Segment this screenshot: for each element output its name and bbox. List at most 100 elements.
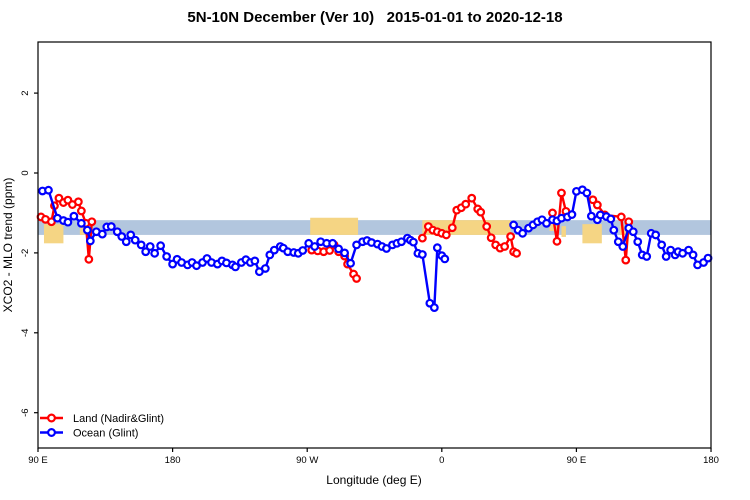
data-point-ocean [117,232,127,241]
map-band-land-india [549,220,557,231]
x-tick-label: 90 E [567,455,587,466]
data-point-ocean [661,252,671,261]
legend-label-land: Land (Nadir&Glint) [73,413,164,425]
data-point-ocean [269,245,279,255]
x-tick-label: 180 [703,455,719,466]
data-point-ocean [417,250,427,259]
data-point-land [500,242,510,251]
legend: Land (Nadir&Glint) Ocean (Glint) [40,413,164,440]
legend-label-ocean: Ocean (Glint) [73,428,138,440]
data-point-land [461,199,471,209]
x-tick-label: 90 E [28,455,48,466]
y-axis-label: XCO2 - MLO trend (ppm) [1,178,15,313]
data-point-land [592,200,602,210]
data-point-ocean [156,241,166,251]
data-point-ocean [150,248,160,258]
data-point-ocean [63,217,73,227]
data-point-land [87,217,97,227]
data-point-ocean [340,248,349,258]
data-point-ocean [542,218,551,228]
data-point-land [588,195,598,205]
data-point-ocean [567,210,577,219]
data-point-land [325,246,335,255]
map-band-land-south-america [310,217,359,235]
y-tick-label: 0 [20,170,31,175]
data-point-ocean [82,225,92,235]
data-point-ocean [250,256,260,266]
data-point-ocean [382,244,391,253]
data-point-land [552,236,562,246]
data-point-ocean [703,253,713,263]
map-band-land-se-asia-west-copy [43,224,64,244]
data-point-ocean [346,258,355,268]
data-point-ocean [440,254,450,264]
y-tick-label: -4 [20,329,31,337]
data-point-ocean [69,211,79,221]
data-point-land [76,206,86,216]
y-tick-label: -2 [20,249,31,257]
data-point-ocean [408,237,418,247]
data-point-ocean [85,236,95,246]
data-point-ocean [651,230,661,240]
plot-area: 90 E 180 90 W 0 90 E 180 2 0 -2 -4 -6 [20,41,719,466]
data-point-ocean [397,237,406,247]
data-point-land [476,207,486,217]
data-point-ocean [44,185,53,195]
data-point-ocean [518,228,527,238]
data-point-land [352,274,361,283]
data-point-ocean [334,244,344,254]
data-point-ocean [136,240,146,250]
data-point-ocean [126,230,136,240]
data-point-land [621,255,631,265]
y-tick-label: -6 [20,408,31,416]
data-point-ocean [586,211,596,221]
data-point-land [467,193,477,203]
data-point-ocean [310,242,320,251]
data-point-ocean [582,188,592,198]
data-point-land [512,248,521,258]
data-point-ocean [606,214,616,224]
x-axis-label: Longitude (deg E) [326,473,421,487]
data-point-ocean [106,222,116,231]
data-point-ocean [509,220,519,230]
data-point-ocean [76,218,86,228]
data-point-land [557,188,566,198]
x-tick-label: 90 W [296,455,318,466]
x-tick-label: 0 [439,455,444,466]
data-point-ocean [231,262,240,272]
data-point-land [486,233,496,243]
data-point-ocean [162,252,172,261]
x-tick-label: 180 [165,455,181,466]
data-point-land [482,222,492,231]
data-point-land [441,230,451,240]
data-point-ocean [130,235,140,245]
map-band-land-sri-lanka [561,226,566,237]
data-point-ocean [657,240,667,250]
legend-marker-ocean [46,428,56,438]
data-point-ocean [97,229,107,239]
map-band-land-se-asia-east-copy [582,224,602,244]
legend-marker-land [46,413,56,423]
data-point-ocean [121,237,131,247]
data-point-ocean [432,243,442,253]
data-point-land [417,233,427,243]
data-point-land [548,208,557,218]
data-point-ocean [633,237,643,247]
data-point-land [447,223,457,233]
data-point-ocean [642,252,652,261]
data-point-ocean [609,225,619,235]
data-point-land [506,232,516,241]
data-point-ocean [145,242,155,251]
data-point-land [47,217,56,227]
data-point-ocean [618,242,628,251]
data-point-land [84,254,94,264]
data-point-ocean [688,250,698,260]
data-point-ocean [328,238,338,248]
data-point-land [73,197,83,207]
data-point-ocean [429,303,439,313]
chart-title: 5N-10N December (Ver 10) 2015-01-01 to 2… [187,9,562,26]
data-point-ocean [141,247,151,257]
plot-border [37,41,712,449]
